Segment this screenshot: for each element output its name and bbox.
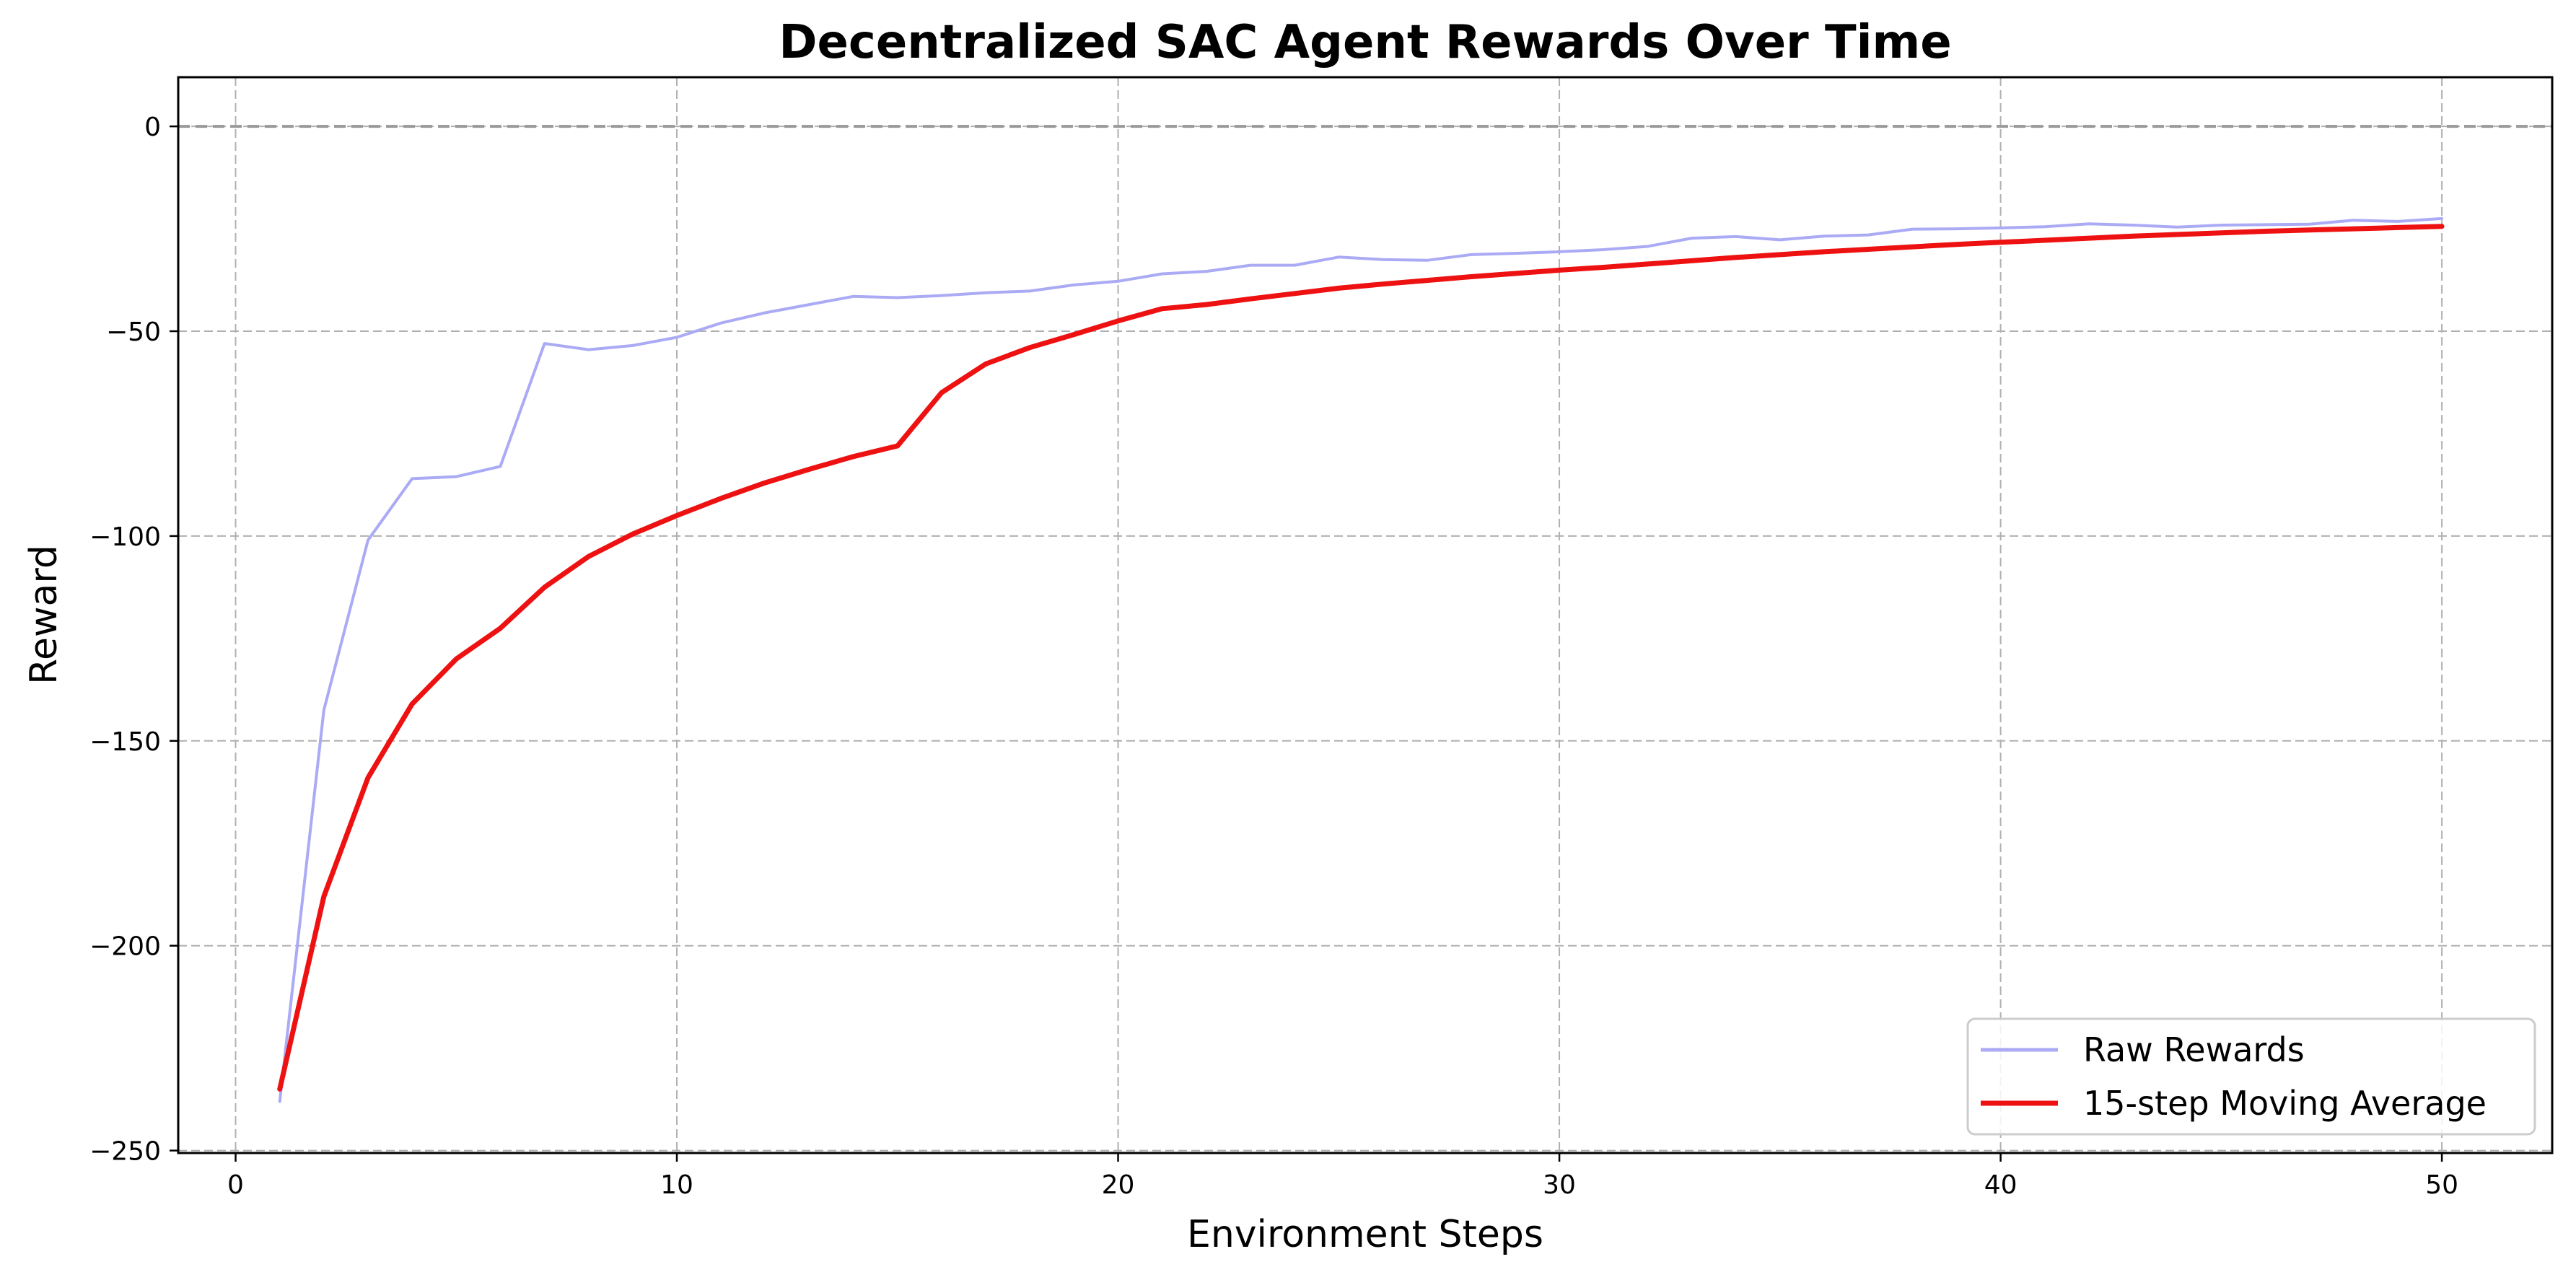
y-tick-label: −100 [89, 522, 161, 552]
x-tick-label: 40 [1984, 1170, 2018, 1200]
x-tick-label: 20 [1102, 1170, 1135, 1200]
legend: Raw Rewards 15-step Moving Average [1966, 1017, 2536, 1136]
raw-rewards-line [278, 216, 2444, 1103]
x-tick-label: 10 [660, 1170, 693, 1200]
x-axis-label: Environment Steps [1187, 1213, 1543, 1256]
moving-average-line [277, 224, 2445, 1092]
legend-label-raw: Raw Rewards [2083, 1030, 2305, 1069]
x-tick-label: 0 [227, 1170, 244, 1200]
y-tick-label: −50 [106, 317, 161, 347]
y-tick-label: −200 [89, 932, 161, 962]
legend-label-moving-average: 15-step Moving Average [2083, 1084, 2487, 1123]
tick-layer: 0 10 20 30 40 50 0 −50 −100 −150 −200 −250 [89, 113, 2458, 1200]
chart-title: Decentralized SAC Agent Rewards Over Tim… [779, 16, 1951, 69]
legend-box [1966, 1017, 2536, 1136]
y-tick-label: −150 [89, 727, 161, 757]
grid-layer [178, 77, 2552, 1153]
x-tick-label: 50 [2425, 1170, 2458, 1200]
series-layer [277, 216, 2445, 1103]
y-tick-label: 0 [144, 113, 161, 142]
x-tick-label: 30 [1543, 1170, 1576, 1200]
y-axis-label: Reward [22, 545, 66, 685]
y-tick-label: −250 [89, 1137, 161, 1167]
plot-frame [177, 76, 2554, 1154]
